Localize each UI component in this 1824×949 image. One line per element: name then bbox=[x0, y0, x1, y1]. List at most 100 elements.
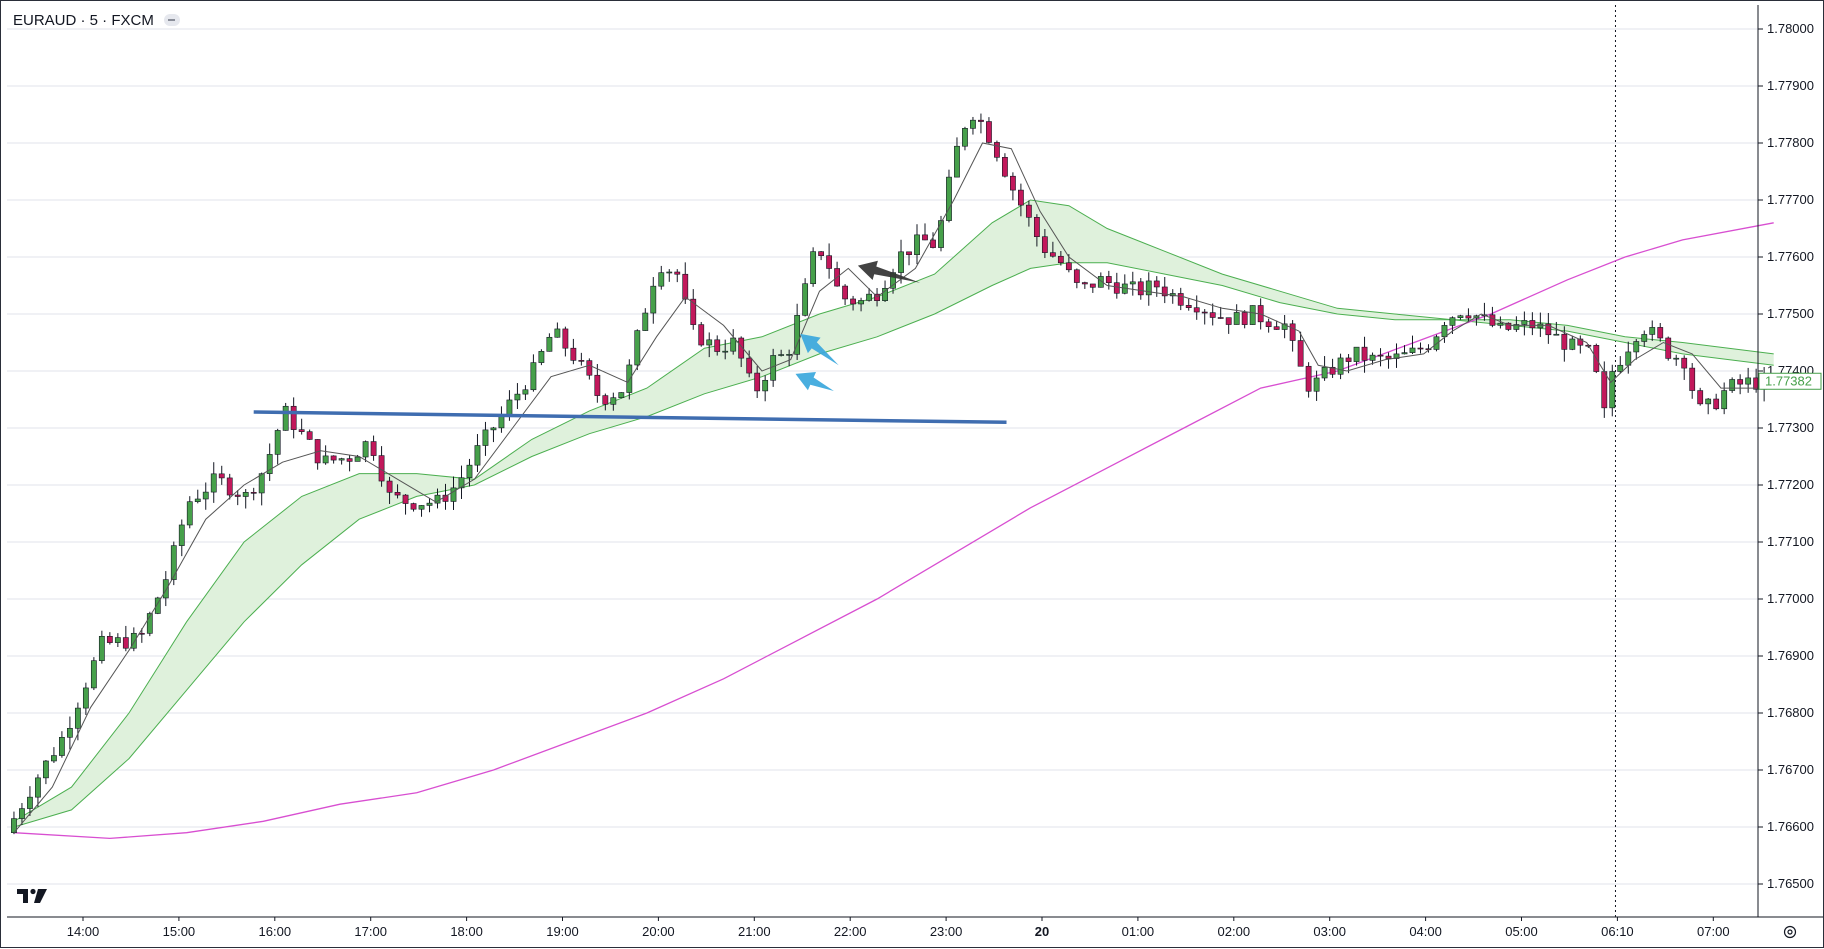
candle-down bbox=[738, 337, 745, 359]
candle-down bbox=[674, 271, 681, 275]
price-tick-label: 1.77600 bbox=[1767, 249, 1814, 264]
candle-up bbox=[1145, 280, 1152, 296]
time-tick-label: 17:00 bbox=[354, 924, 387, 939]
candle-up bbox=[98, 635, 105, 661]
candle-down bbox=[690, 298, 697, 325]
candle-down bbox=[122, 637, 129, 649]
candle-down bbox=[1385, 355, 1392, 359]
candle-down bbox=[370, 441, 377, 456]
candle-up bbox=[186, 501, 193, 526]
candle-up bbox=[74, 707, 81, 729]
candle-up bbox=[418, 505, 425, 510]
candle-up bbox=[1409, 347, 1416, 353]
candle-up bbox=[858, 300, 864, 305]
candle-up bbox=[1233, 312, 1240, 325]
candle-down bbox=[562, 328, 569, 349]
price-tick-label: 1.78000 bbox=[1767, 21, 1814, 36]
ema-ribbon bbox=[14, 200, 1774, 827]
time-tick-label: 01:00 bbox=[1122, 924, 1155, 939]
candles bbox=[11, 113, 1774, 835]
candle-down bbox=[306, 431, 313, 440]
candle-up bbox=[338, 458, 345, 461]
candle-down bbox=[850, 298, 856, 305]
candle-down bbox=[746, 357, 753, 374]
candle-up bbox=[322, 455, 329, 464]
candle-up bbox=[1441, 325, 1448, 338]
candle-down bbox=[1241, 312, 1248, 325]
candle-up bbox=[722, 350, 729, 353]
candle-down bbox=[218, 473, 225, 479]
candle-up bbox=[482, 429, 489, 446]
candle-up bbox=[1705, 398, 1712, 405]
candle-down bbox=[978, 119, 984, 122]
price-tick-label: 1.76900 bbox=[1767, 648, 1814, 663]
candle-up bbox=[114, 637, 121, 643]
candle-down bbox=[1681, 357, 1688, 369]
candle-up bbox=[1513, 324, 1520, 330]
candle-up bbox=[1313, 377, 1320, 392]
candle-down bbox=[1041, 236, 1048, 253]
candle-down bbox=[1073, 269, 1080, 283]
candle-up bbox=[770, 355, 777, 381]
time-tick-label: 14:00 bbox=[67, 924, 100, 939]
candle-down bbox=[1273, 326, 1280, 330]
candle-up bbox=[522, 389, 529, 395]
candle-down bbox=[1417, 347, 1424, 350]
symbol-title[interactable]: EURAUD · 5 · FXCM bbox=[13, 11, 154, 29]
candle-up bbox=[59, 737, 65, 756]
candle-up bbox=[242, 492, 249, 497]
time-tick-label: 02:00 bbox=[1218, 924, 1251, 939]
time-tick-label: 15:00 bbox=[163, 924, 196, 939]
tradingview-logo-icon[interactable] bbox=[17, 887, 49, 905]
candle-up bbox=[466, 464, 473, 479]
candle-down bbox=[1697, 390, 1704, 405]
candle-down bbox=[1345, 357, 1352, 362]
price-tick-label: 1.77500 bbox=[1767, 306, 1814, 321]
candle-up bbox=[458, 477, 465, 489]
candle-down bbox=[818, 251, 825, 256]
candle-up bbox=[794, 315, 801, 355]
candle-up bbox=[626, 364, 633, 393]
candle-up bbox=[490, 427, 497, 431]
candle-up bbox=[210, 473, 217, 493]
candle-up bbox=[354, 456, 361, 462]
candle-up bbox=[1457, 315, 1464, 318]
candle-down bbox=[298, 429, 305, 432]
settings-gear-icon[interactable] bbox=[1781, 923, 1799, 941]
candle-up bbox=[170, 545, 177, 580]
candle-down bbox=[1018, 189, 1024, 206]
candle-down bbox=[1209, 312, 1216, 318]
candle-down bbox=[922, 234, 928, 241]
candle-down bbox=[138, 632, 145, 635]
candle-up bbox=[450, 487, 457, 502]
time-tick-label: 19:00 bbox=[546, 924, 579, 939]
candle-up bbox=[82, 687, 89, 709]
time-tick-label: 20:00 bbox=[642, 924, 675, 939]
candle-up bbox=[778, 354, 785, 356]
candle-down bbox=[106, 635, 113, 643]
candle-down bbox=[594, 374, 601, 396]
candle-down bbox=[1545, 323, 1552, 336]
candle-up bbox=[1369, 354, 1376, 361]
candle-down bbox=[1057, 255, 1064, 264]
candle-up bbox=[530, 362, 537, 391]
candle-up bbox=[1129, 281, 1136, 285]
candle-up bbox=[1721, 390, 1728, 410]
candle-down bbox=[250, 492, 257, 494]
candle-up bbox=[642, 312, 649, 331]
candle-up bbox=[1321, 366, 1328, 379]
candle-up bbox=[1617, 364, 1624, 372]
candle-up bbox=[362, 441, 369, 458]
candle-up bbox=[1449, 317, 1456, 326]
candle-down bbox=[1561, 333, 1568, 350]
candle-up bbox=[914, 234, 920, 256]
candle-up bbox=[266, 454, 273, 474]
candle-up bbox=[1729, 379, 1736, 391]
collapse-legend-button[interactable] bbox=[163, 14, 180, 26]
candle-down bbox=[1049, 252, 1056, 257]
candle-down bbox=[754, 372, 761, 392]
candle-down bbox=[1105, 276, 1112, 284]
candle-up bbox=[1745, 377, 1752, 385]
candle-down bbox=[1665, 337, 1672, 359]
